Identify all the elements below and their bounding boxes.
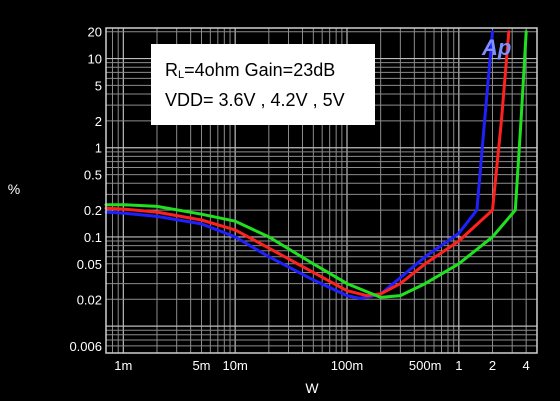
x-tick-label: 4 [523,358,530,373]
series-line-3 [104,30,528,299]
y-tick-label: 0.2 [84,203,102,218]
y-tick-label: 20 [88,25,102,40]
y-tick-label: 0.05 [77,257,102,272]
y-tick-label: 1 [95,141,102,156]
x-tick-labels: 1m 5m 10m 100m 500m 1 2 4 [114,358,529,373]
y-tick-label: 0.006 [69,339,102,354]
x-tick-label: 5m [192,358,210,373]
x-tick-label: 2 [489,358,496,373]
series-line-1 [104,30,494,300]
y-tick-label: 0.02 [77,292,102,307]
ap-logo-text: Ap [481,35,511,60]
x-tick-label: 1m [114,358,132,373]
y-tick-labels: 20 10 5 2 1 0.5 0.2 0.1 0.05 0.02 0.006 [69,25,102,354]
legend-rl-main: R [165,60,178,80]
plot-frame [105,27,538,354]
series-layer [104,30,528,300]
y-tick-label: 0.5 [84,168,102,183]
legend-box: RL=4ohm Gain=23dB VDD= 3.6V , 4.2V , 5V [151,44,375,125]
x-tick-label: 1 [455,358,462,373]
y-axis-label: % [8,181,20,197]
ap-logo: Ap [481,35,511,60]
series-line-2 [104,30,511,298]
legend-rl-sub: L [178,69,185,81]
x-axis-label: W [305,380,319,396]
legend-line-2: VDD= 3.6V , 4.2V , 5V [165,90,345,110]
x-tick-label: 100m [331,358,364,373]
y-tick-label: 5 [95,78,102,93]
x-tick-label: 10m [223,358,248,373]
y-tick-label: 2 [95,114,102,129]
y-tick-label: 0.1 [84,230,102,245]
y-tick-label: 10 [88,52,102,67]
legend-line-1-rest: =4ohm Gain=23dB [184,60,336,80]
legend-line-1: RL=4ohm Gain=23dB [165,58,375,88]
x-tick-label: 500m [409,358,442,373]
